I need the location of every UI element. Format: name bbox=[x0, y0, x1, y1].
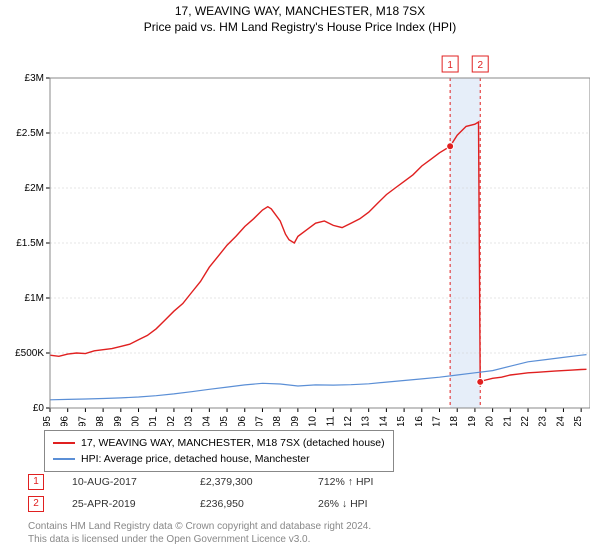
title-block: 17, WEAVING WAY, MANCHESTER, M18 7SX Pri… bbox=[0, 0, 600, 34]
footer-line1: Contains HM Land Registry data © Crown c… bbox=[28, 520, 371, 533]
sale-date-2: 25-APR-2019 bbox=[72, 498, 172, 510]
legend-label-hpi: HPI: Average price, detached house, Manc… bbox=[81, 451, 310, 467]
sale-row-1: 1 10-AUG-2017 £2,379,300 712% ↑ HPI bbox=[28, 474, 428, 490]
svg-text:2013: 2013 bbox=[361, 416, 372, 426]
svg-text:2005: 2005 bbox=[219, 416, 230, 426]
svg-text:£1.5M: £1.5M bbox=[16, 238, 44, 249]
svg-text:2: 2 bbox=[477, 60, 483, 71]
chart-container: 17, WEAVING WAY, MANCHESTER, M18 7SX Pri… bbox=[0, 0, 600, 560]
svg-text:2014: 2014 bbox=[378, 416, 389, 426]
svg-text:2010: 2010 bbox=[308, 416, 319, 426]
sale-row-2: 2 25-APR-2019 £236,950 26% ↓ HPI bbox=[28, 496, 428, 512]
svg-text:2015: 2015 bbox=[396, 416, 407, 426]
svg-text:2004: 2004 bbox=[201, 416, 212, 426]
title-address: 17, WEAVING WAY, MANCHESTER, M18 7SX bbox=[0, 4, 600, 18]
svg-text:2006: 2006 bbox=[237, 416, 248, 426]
svg-text:£3M: £3M bbox=[25, 73, 44, 84]
svg-text:2002: 2002 bbox=[166, 416, 177, 426]
svg-text:2024: 2024 bbox=[555, 416, 566, 426]
legend-row-hpi: HPI: Average price, detached house, Manc… bbox=[53, 451, 385, 467]
title-subtitle: Price paid vs. HM Land Registry's House … bbox=[0, 20, 600, 34]
svg-text:2021: 2021 bbox=[502, 416, 513, 426]
svg-text:2007: 2007 bbox=[254, 416, 265, 426]
svg-text:2008: 2008 bbox=[272, 416, 283, 426]
sale-price-2: £236,950 bbox=[200, 498, 290, 510]
legend-line-hpi bbox=[53, 458, 75, 460]
sales-rows: 1 10-AUG-2017 £2,379,300 712% ↑ HPI 2 25… bbox=[28, 474, 428, 518]
svg-text:£1M: £1M bbox=[25, 293, 44, 304]
svg-text:1997: 1997 bbox=[77, 416, 88, 426]
legend-line-property bbox=[53, 442, 75, 444]
svg-text:2020: 2020 bbox=[485, 416, 496, 426]
svg-text:2017: 2017 bbox=[432, 416, 443, 426]
svg-text:2000: 2000 bbox=[131, 416, 142, 426]
footer: Contains HM Land Registry data © Crown c… bbox=[28, 520, 371, 546]
svg-text:1995: 1995 bbox=[42, 416, 53, 426]
svg-text:1: 1 bbox=[447, 60, 453, 71]
svg-text:2023: 2023 bbox=[538, 416, 549, 426]
svg-text:2025: 2025 bbox=[573, 416, 584, 426]
svg-text:1998: 1998 bbox=[95, 416, 106, 426]
legend-label-property: 17, WEAVING WAY, MANCHESTER, M18 7SX (de… bbox=[81, 435, 385, 451]
svg-text:2018: 2018 bbox=[449, 416, 460, 426]
svg-text:2009: 2009 bbox=[290, 416, 301, 426]
sale-date-1: 10-AUG-2017 bbox=[72, 476, 172, 488]
svg-text:£500K: £500K bbox=[15, 348, 44, 359]
sale-pct-2: 26% ↓ HPI bbox=[318, 498, 428, 510]
sale-pct-1: 712% ↑ HPI bbox=[318, 476, 428, 488]
svg-text:2003: 2003 bbox=[184, 416, 195, 426]
svg-text:2001: 2001 bbox=[148, 416, 159, 426]
svg-text:2022: 2022 bbox=[520, 416, 531, 426]
chart-area: £0£500K£1M£1.5M£2M£2.5M£3M19951996199719… bbox=[10, 34, 590, 414]
chart-svg: £0 £500K £1M £1.5M £2M £2.5M £3M 1995 1996 1997 19… bbox=[10, 34, 590, 426]
svg-text:1999: 1999 bbox=[113, 416, 124, 426]
sale-marker-1: 1 bbox=[28, 474, 44, 490]
svg-text:2011: 2011 bbox=[325, 416, 336, 426]
svg-text:2019: 2019 bbox=[467, 416, 478, 426]
svg-text:2016: 2016 bbox=[414, 416, 425, 426]
svg-text:£0: £0 bbox=[33, 403, 45, 414]
svg-text:2012: 2012 bbox=[343, 416, 354, 426]
footer-line2: This data is licensed under the Open Gov… bbox=[28, 533, 371, 546]
sale-marker-2: 2 bbox=[28, 496, 44, 512]
legend-box: 17, WEAVING WAY, MANCHESTER, M18 7SX (de… bbox=[44, 430, 394, 472]
svg-text:£2M: £2M bbox=[25, 183, 44, 194]
legend-row-property: 17, WEAVING WAY, MANCHESTER, M18 7SX (de… bbox=[53, 435, 385, 451]
svg-text:£2.5M: £2.5M bbox=[16, 128, 44, 139]
sale-price-1: £2,379,300 bbox=[200, 476, 290, 488]
svg-text:1996: 1996 bbox=[60, 416, 71, 426]
